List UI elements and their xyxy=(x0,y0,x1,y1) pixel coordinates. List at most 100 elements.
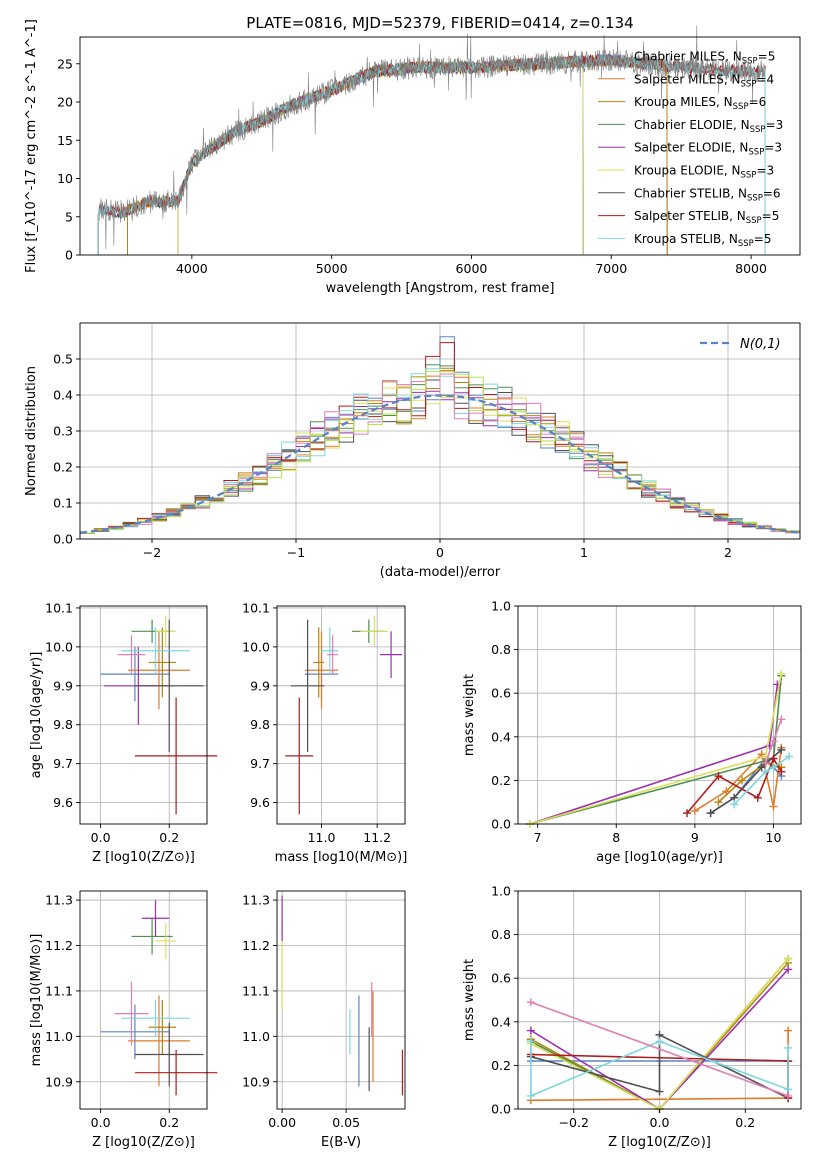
mass-weight-marker xyxy=(769,737,778,746)
mass-weight-marker xyxy=(738,776,747,785)
model-spectrum-line xyxy=(177,55,584,256)
x-axis-label: Z [log10(Z/Z⊙)] xyxy=(92,850,195,865)
legend-subscript: SSP xyxy=(750,125,766,135)
legend-label: Chabrier MILES, NSSP=5 xyxy=(634,50,775,67)
legend-count: =3 xyxy=(766,118,784,132)
y-tick-label: 9.7 xyxy=(250,756,270,771)
mass-weight-marker xyxy=(655,1087,664,1096)
y-tick-label: 0.6 xyxy=(491,686,511,701)
mass-weight-marker xyxy=(784,965,793,974)
panel-age_vs_Z: 0.0 0.2 9.6 9.7 9.8 9.9 10.0 10.1 Z [log10(Z/Z⊙)… xyxy=(29,600,218,865)
axes-frame xyxy=(517,605,802,825)
model-spectrum-line xyxy=(177,57,584,256)
legend-subscript: SSP xyxy=(747,193,763,203)
mass-weight-marker xyxy=(757,763,766,772)
y-tick-label: 5 xyxy=(65,209,73,224)
x-tick-label: 5000 xyxy=(316,261,348,276)
x-tick-label: 0.2 xyxy=(159,830,179,845)
panel-spectrum: 4000 5000 6000 7000 8000 0 5 10 15 20 25 wavelength… xyxy=(24,19,801,296)
mass-weight-marker xyxy=(730,800,739,809)
legend-count: =4 xyxy=(756,72,774,86)
x-tick-label: 9 xyxy=(691,830,699,845)
axes-frame xyxy=(79,890,208,1110)
y-tick-label: 0.1 xyxy=(53,496,73,511)
mass-weight-line xyxy=(733,755,790,805)
legend-label: Salpeter MILES, NSSP=4 xyxy=(634,72,774,89)
y-tick-label: 25 xyxy=(57,56,73,71)
legend-count: =5 xyxy=(762,209,780,223)
x-axis-label: Z [log10(Z/Z⊙)] xyxy=(92,1135,195,1150)
x-tick-label: −2 xyxy=(143,545,161,560)
legend-count: =3 xyxy=(764,141,782,155)
x-tick-label: 7000 xyxy=(595,261,627,276)
x-tick-label: 0.05 xyxy=(332,1115,360,1130)
mass-weight-marker xyxy=(714,798,723,807)
y-tick-label: 0.5 xyxy=(53,352,73,367)
legend-count: =5 xyxy=(758,50,776,64)
y-tick-label: 0.2 xyxy=(53,460,73,475)
y-tick-label: 10.0 xyxy=(242,639,270,654)
y-tick-label: 9.9 xyxy=(250,678,270,693)
plot-area xyxy=(97,25,766,256)
mass-weight-marker xyxy=(784,1026,793,1035)
y-tick-label: 9.8 xyxy=(250,717,270,732)
model-spectrum-line xyxy=(127,54,668,256)
x-tick-label: 0.00 xyxy=(268,1115,296,1130)
x-tick-label: 10 xyxy=(766,830,782,845)
spectrum-legend: Chabrier MILES, NSSP=5 Salpeter MILES, NS… xyxy=(598,50,783,249)
x-tick-label: 11.0 xyxy=(308,830,336,845)
panel-age_vs_mass: 11.0 11.2 9.6 9.7 9.8 9.9 10.0 10.1 mass [log10(… xyxy=(242,600,407,865)
mass-weight-marker xyxy=(690,806,699,815)
legend-subscript: SSP xyxy=(741,171,757,181)
mass-weight-marker xyxy=(785,752,794,761)
y-tick-label: 9.9 xyxy=(53,678,73,693)
y-tick-label: 0.0 xyxy=(53,532,73,547)
mass-weight-marker xyxy=(777,669,786,678)
panel-massweight_vs_age: 7 8 9 10 0.0 0.2 0.4 0.6 0.8 1.0 age [log10(age/yr… xyxy=(462,599,802,865)
legend-label: Salpeter STELIB, NSSP=5 xyxy=(634,209,779,226)
y-tick-label: 11.1 xyxy=(242,983,270,998)
plot-area xyxy=(100,615,218,815)
mass-weight-marker xyxy=(769,754,778,763)
panel-residuals: −2 −1 0 1 2 0.0 0.1 0.2 0.3 0.4 0.5 (data-model)/er… xyxy=(24,322,801,580)
legend-count: =6 xyxy=(763,186,781,200)
y-tick-label: 0.6 xyxy=(491,971,511,986)
axes-frame xyxy=(79,36,801,256)
y-tick-label: 15 xyxy=(57,133,73,148)
y-axis-label: Flux [f_λ10^-17 erg cm^-2 s^-1 A^-1] xyxy=(24,19,39,273)
x-tick-label: 11.2 xyxy=(363,830,391,845)
y-tick-label: 9.6 xyxy=(250,795,270,810)
x-tick-label: 8000 xyxy=(735,261,767,276)
mass-weight-marker xyxy=(761,767,770,776)
mass-weight-line xyxy=(529,673,783,825)
plot-area xyxy=(79,336,801,539)
mass-weight-marker xyxy=(773,680,782,689)
x-tick-label: 2 xyxy=(724,545,732,560)
observed-spectrum-line xyxy=(99,25,766,250)
y-axis-label: age [log10(age/yr)] xyxy=(29,652,44,779)
mass-weight-marker xyxy=(777,715,786,724)
mass-weight-marker xyxy=(526,1091,535,1100)
x-axis-label: (data-model)/error xyxy=(380,565,501,580)
y-tick-label: 10.9 xyxy=(242,1074,270,1089)
x-tick-label: 0.2 xyxy=(735,1115,755,1130)
y-tick-label: 9.8 xyxy=(53,717,73,732)
y-tick-label: 0.8 xyxy=(491,927,511,942)
x-tick-label: 8 xyxy=(612,830,620,845)
legend-label: N(0,1) xyxy=(740,337,781,352)
x-tick-label: −1 xyxy=(287,545,305,560)
panel-mass_vs_Z: 0.0 0.2 10.9 11.0 11.1 11.2 11.3 Z [log10(Z/Z⊙)… xyxy=(29,890,218,1150)
y-axis-label: mass [log10(M/M⊙)] xyxy=(29,934,44,1067)
plot-area xyxy=(525,669,794,828)
figure-title: PLATE=0816, MJD=52379, FIBERID=0414, z=0… xyxy=(246,14,633,32)
x-tick-label: 0 xyxy=(436,545,444,560)
y-tick-label: 10.1 xyxy=(45,600,73,615)
mass-weight-marker xyxy=(753,793,762,802)
y-tick-label: 11.1 xyxy=(45,983,73,998)
y-tick-label: 0.0 xyxy=(491,817,511,832)
y-tick-label: 1.0 xyxy=(491,884,511,899)
y-tick-label: 11.3 xyxy=(45,893,73,908)
legend-label: Chabrier STELIB, NSSP=6 xyxy=(634,186,781,203)
x-axis-label: E(B-V) xyxy=(321,1135,361,1150)
